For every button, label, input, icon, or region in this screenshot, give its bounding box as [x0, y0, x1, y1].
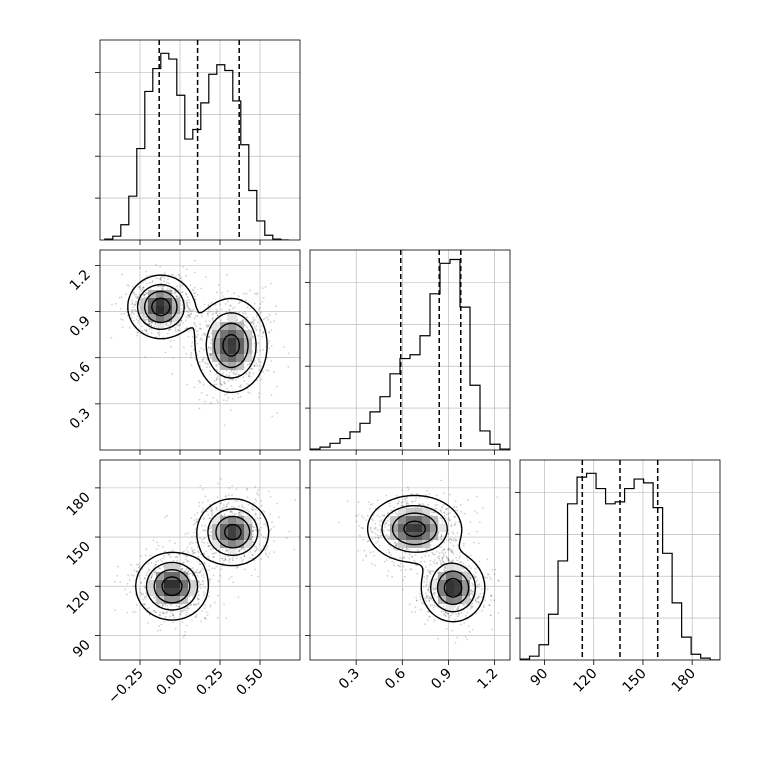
contour-lines [127, 274, 268, 394]
contour-level [151, 297, 241, 357]
x-tick-label: 0.3 [336, 666, 363, 693]
contour-level [127, 274, 268, 394]
histogram-step [104, 52, 289, 240]
contour-lines [366, 494, 486, 623]
contour-level [161, 523, 242, 597]
contour-level [145, 508, 259, 611]
contour-lines [135, 498, 270, 621]
x-tick-label: 0.6 [382, 665, 409, 692]
panel-frame [99, 459, 301, 661]
x-tick-label: 120 [570, 666, 600, 696]
y-tick-label: 120 [64, 588, 94, 618]
contour-level [136, 283, 257, 379]
density-map [148, 516, 252, 604]
panel-frame [99, 39, 301, 241]
scatter-panel-1: −0.25 0.00 0.25 0.50 90 120 150 180 [64, 459, 301, 708]
histogram-panel-1 [305, 249, 511, 455]
y-tick-label: 0.3 [67, 405, 94, 432]
contour-level [143, 290, 249, 369]
contour-level [381, 505, 477, 613]
x-tick-label: 0.9 [428, 666, 455, 693]
x-tick-label: 180 [669, 666, 699, 696]
contour-level [403, 520, 463, 598]
histogram-panel-0 [95, 39, 301, 245]
y-tick-label: 1.2 [67, 267, 94, 294]
scatter-panel-2: 0.3 0.6 0.9 1.2 [305, 459, 511, 693]
x-tick-label: 1.2 [474, 666, 501, 693]
panel-frame [99, 249, 301, 451]
panel-frame [519, 459, 721, 661]
x-tick-label: −0.25 [105, 666, 147, 708]
y-tick-label: 180 [64, 489, 94, 519]
contour-level [366, 494, 486, 623]
histogram-panel-2: 90 120 150 180 [515, 459, 721, 696]
x-tick-label: 150 [620, 666, 650, 696]
density-map [390, 508, 470, 612]
x-tick-label: 90 [527, 666, 551, 690]
contour-level [135, 498, 270, 621]
contour-level [391, 512, 470, 606]
histogram-step [310, 258, 510, 450]
y-tick-label: 0.9 [67, 313, 94, 340]
scatter-panel-0: 0.3 0.6 0.9 1.2 [67, 249, 301, 455]
panel-frame [309, 249, 511, 451]
scatter-points [338, 479, 510, 644]
y-tick-label: 90 [70, 637, 94, 661]
panel-frame [309, 459, 511, 661]
x-tick-label: 0.50 [233, 666, 266, 699]
x-tick-label: 0.25 [193, 666, 226, 699]
x-tick-label: 0.00 [153, 666, 186, 699]
y-tick-label: 150 [64, 539, 94, 569]
histogram-step [520, 472, 720, 660]
y-tick-label: 0.6 [67, 359, 94, 386]
contour-level [153, 515, 251, 604]
